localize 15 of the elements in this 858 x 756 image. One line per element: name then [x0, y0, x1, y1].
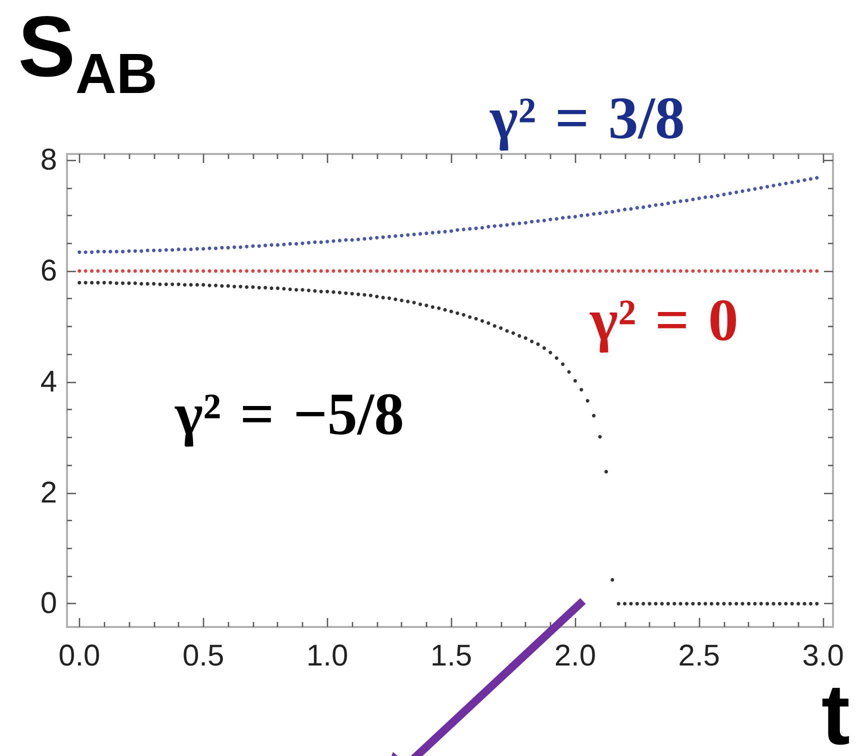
- x-tick-label: 2.5: [678, 640, 720, 672]
- x-tick-label: 2.0: [554, 640, 596, 672]
- x-tick-label: 0.5: [182, 640, 224, 672]
- y-tick-label: 2: [40, 476, 57, 510]
- y-tick-label: 0: [40, 587, 57, 620]
- x-tick-label: 1.5: [430, 640, 472, 672]
- x-tick-label: 0.0: [58, 640, 100, 672]
- y-tick-label: 4: [40, 365, 57, 398]
- x-tick-label: 1.0: [306, 640, 348, 672]
- y-axis-title: S$_{AB}$: [18, 0, 158, 106]
- series-label: γ² = 3/8: [490, 85, 685, 151]
- series-label: γ² = −5/8: [175, 381, 404, 447]
- series-label: γ² = 0: [590, 287, 738, 353]
- y-tick-label: 8: [40, 144, 57, 177]
- y-tick-label: 6: [40, 254, 57, 288]
